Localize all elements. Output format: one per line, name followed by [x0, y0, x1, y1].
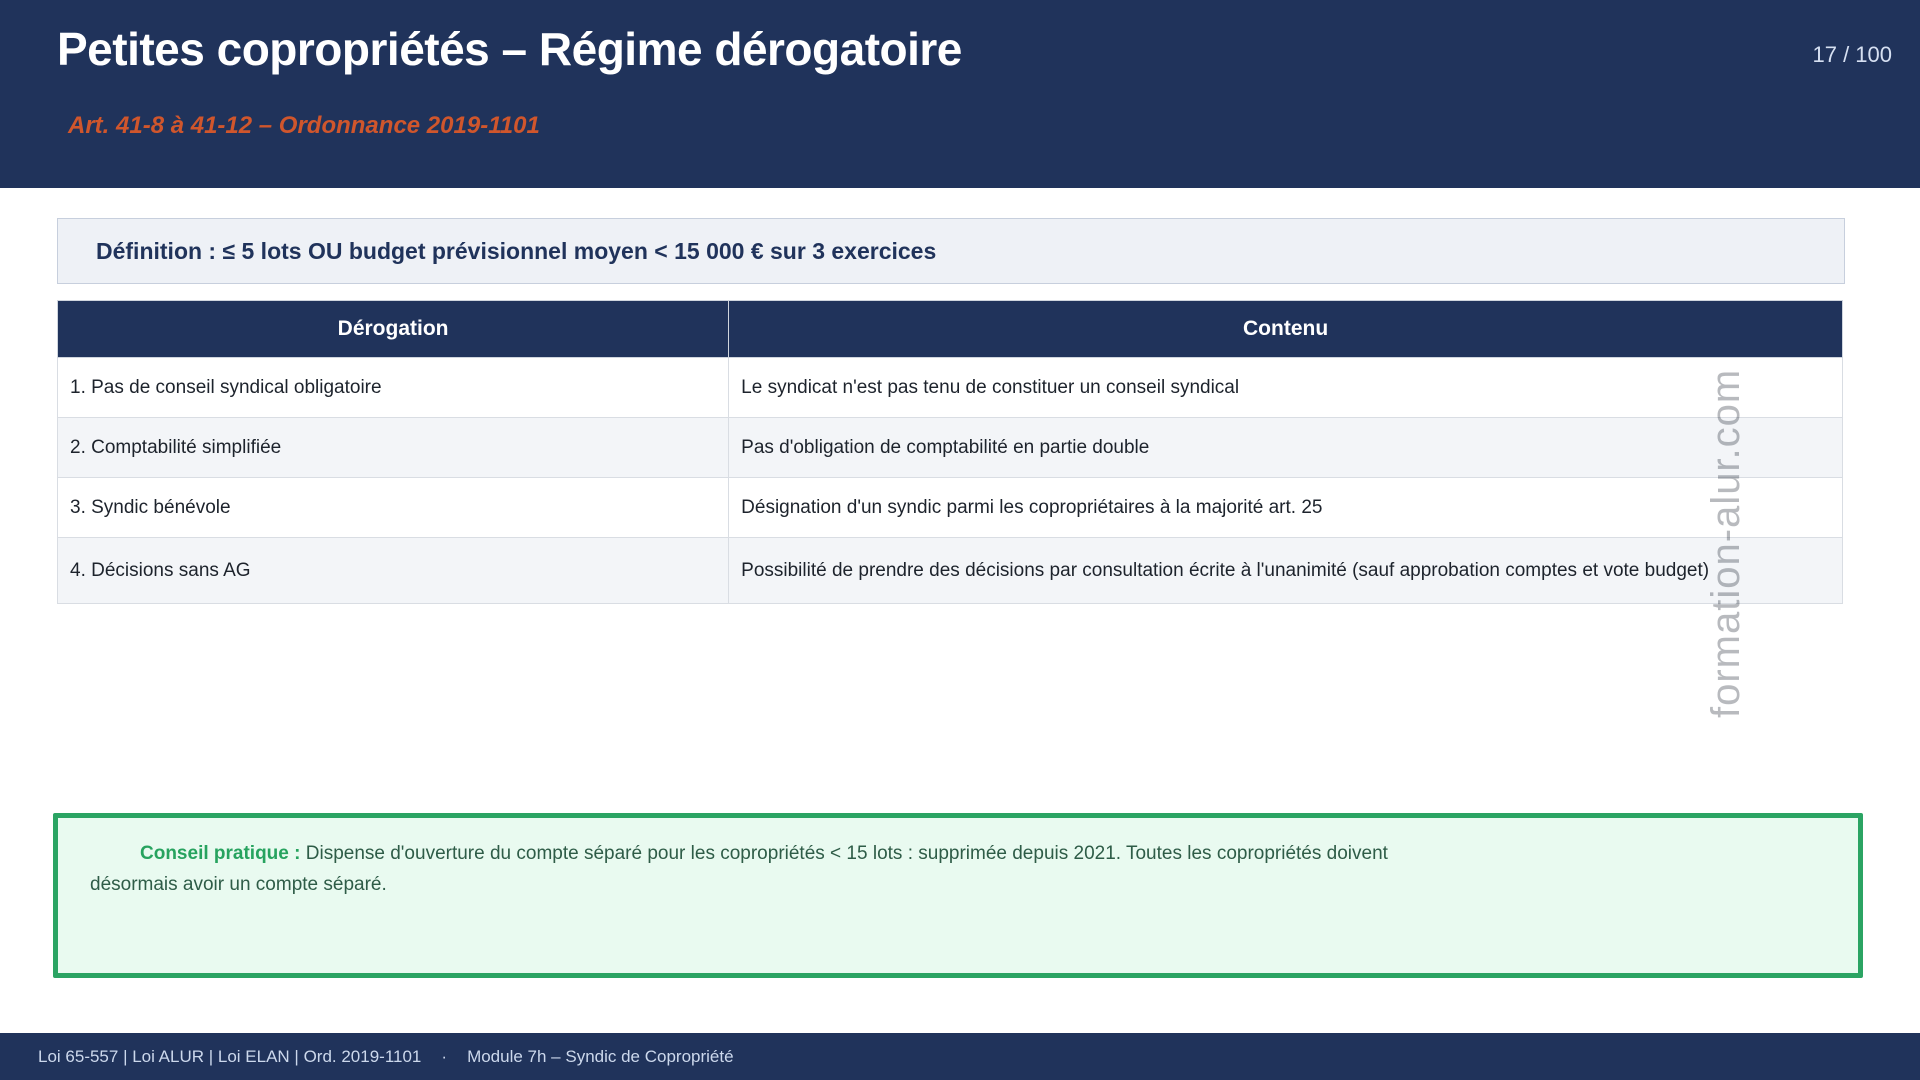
contenu-cell: Désignation d'un syndic parmi les coprop… [728, 477, 1843, 538]
tip-box: Conseil pratique : Dispense d'ouverture … [53, 813, 1863, 978]
footer-laws: Loi 65-557 | Loi ALUR | Loi ELAN | Ord. … [38, 1046, 422, 1066]
definition-box: Définition : ≤ 5 lots OU budget prévisio… [57, 218, 1845, 284]
tip-text: Dispense d'ouverture du compte séparé po… [90, 843, 1388, 895]
page-number: 17 / 100 [1812, 42, 1892, 67]
derogation-cell: 2. Comptabilité simplifiée [56, 417, 730, 478]
table-header-row: Dérogation Contenu [56, 300, 1843, 358]
table-row: 2. Comptabilité simplifiée Pas d'obligat… [56, 417, 1843, 478]
column-header-contenu: Contenu [728, 300, 1843, 358]
derogations-table: Dérogation Contenu 1. Pas de conseil syn… [56, 300, 1843, 604]
derogation-cell: 1. Pas de conseil syndical obligatoire [56, 357, 730, 418]
definition-text: Définition : ≤ 5 lots OU budget prévisio… [96, 237, 937, 264]
contenu-cell: Pas d'obligation de comptabilité en part… [728, 417, 1843, 478]
column-header-derogation: Dérogation [56, 300, 730, 358]
page-title: Petites copropriétés – Régime dérogatoir… [57, 23, 962, 75]
tip-paragraph: Conseil pratique : Dispense d'ouverture … [90, 838, 1450, 900]
derogation-cell: 3. Syndic bénévole [56, 477, 730, 538]
contenu-cell: Possibilité de prendre des décisions par… [728, 537, 1843, 604]
footer-bar: Loi 65-557 | Loi ALUR | Loi ELAN | Ord. … [0, 1033, 1920, 1080]
footer-module: Module 7h – Syndic de Copropriété [467, 1046, 734, 1066]
footer-separator: · [441, 1046, 448, 1066]
derogation-cell: 4. Décisions sans AG [56, 537, 730, 604]
table-row: 3. Syndic bénévole Désignation d'un synd… [56, 477, 1843, 538]
slide-subtitle: Art. 41-8 à 41-12 – Ordonnance 2019-1101 [68, 112, 540, 139]
slide-header: Petites copropriétés – Régime dérogatoir… [0, 0, 1920, 188]
table-row: 4. Décisions sans AG Possibilité de pren… [56, 537, 1843, 604]
table-row: 1. Pas de conseil syndical obligatoire L… [56, 357, 1843, 418]
contenu-cell: Le syndicat n'est pas tenu de constituer… [728, 357, 1843, 418]
tip-label: Conseil pratique : [140, 843, 301, 864]
